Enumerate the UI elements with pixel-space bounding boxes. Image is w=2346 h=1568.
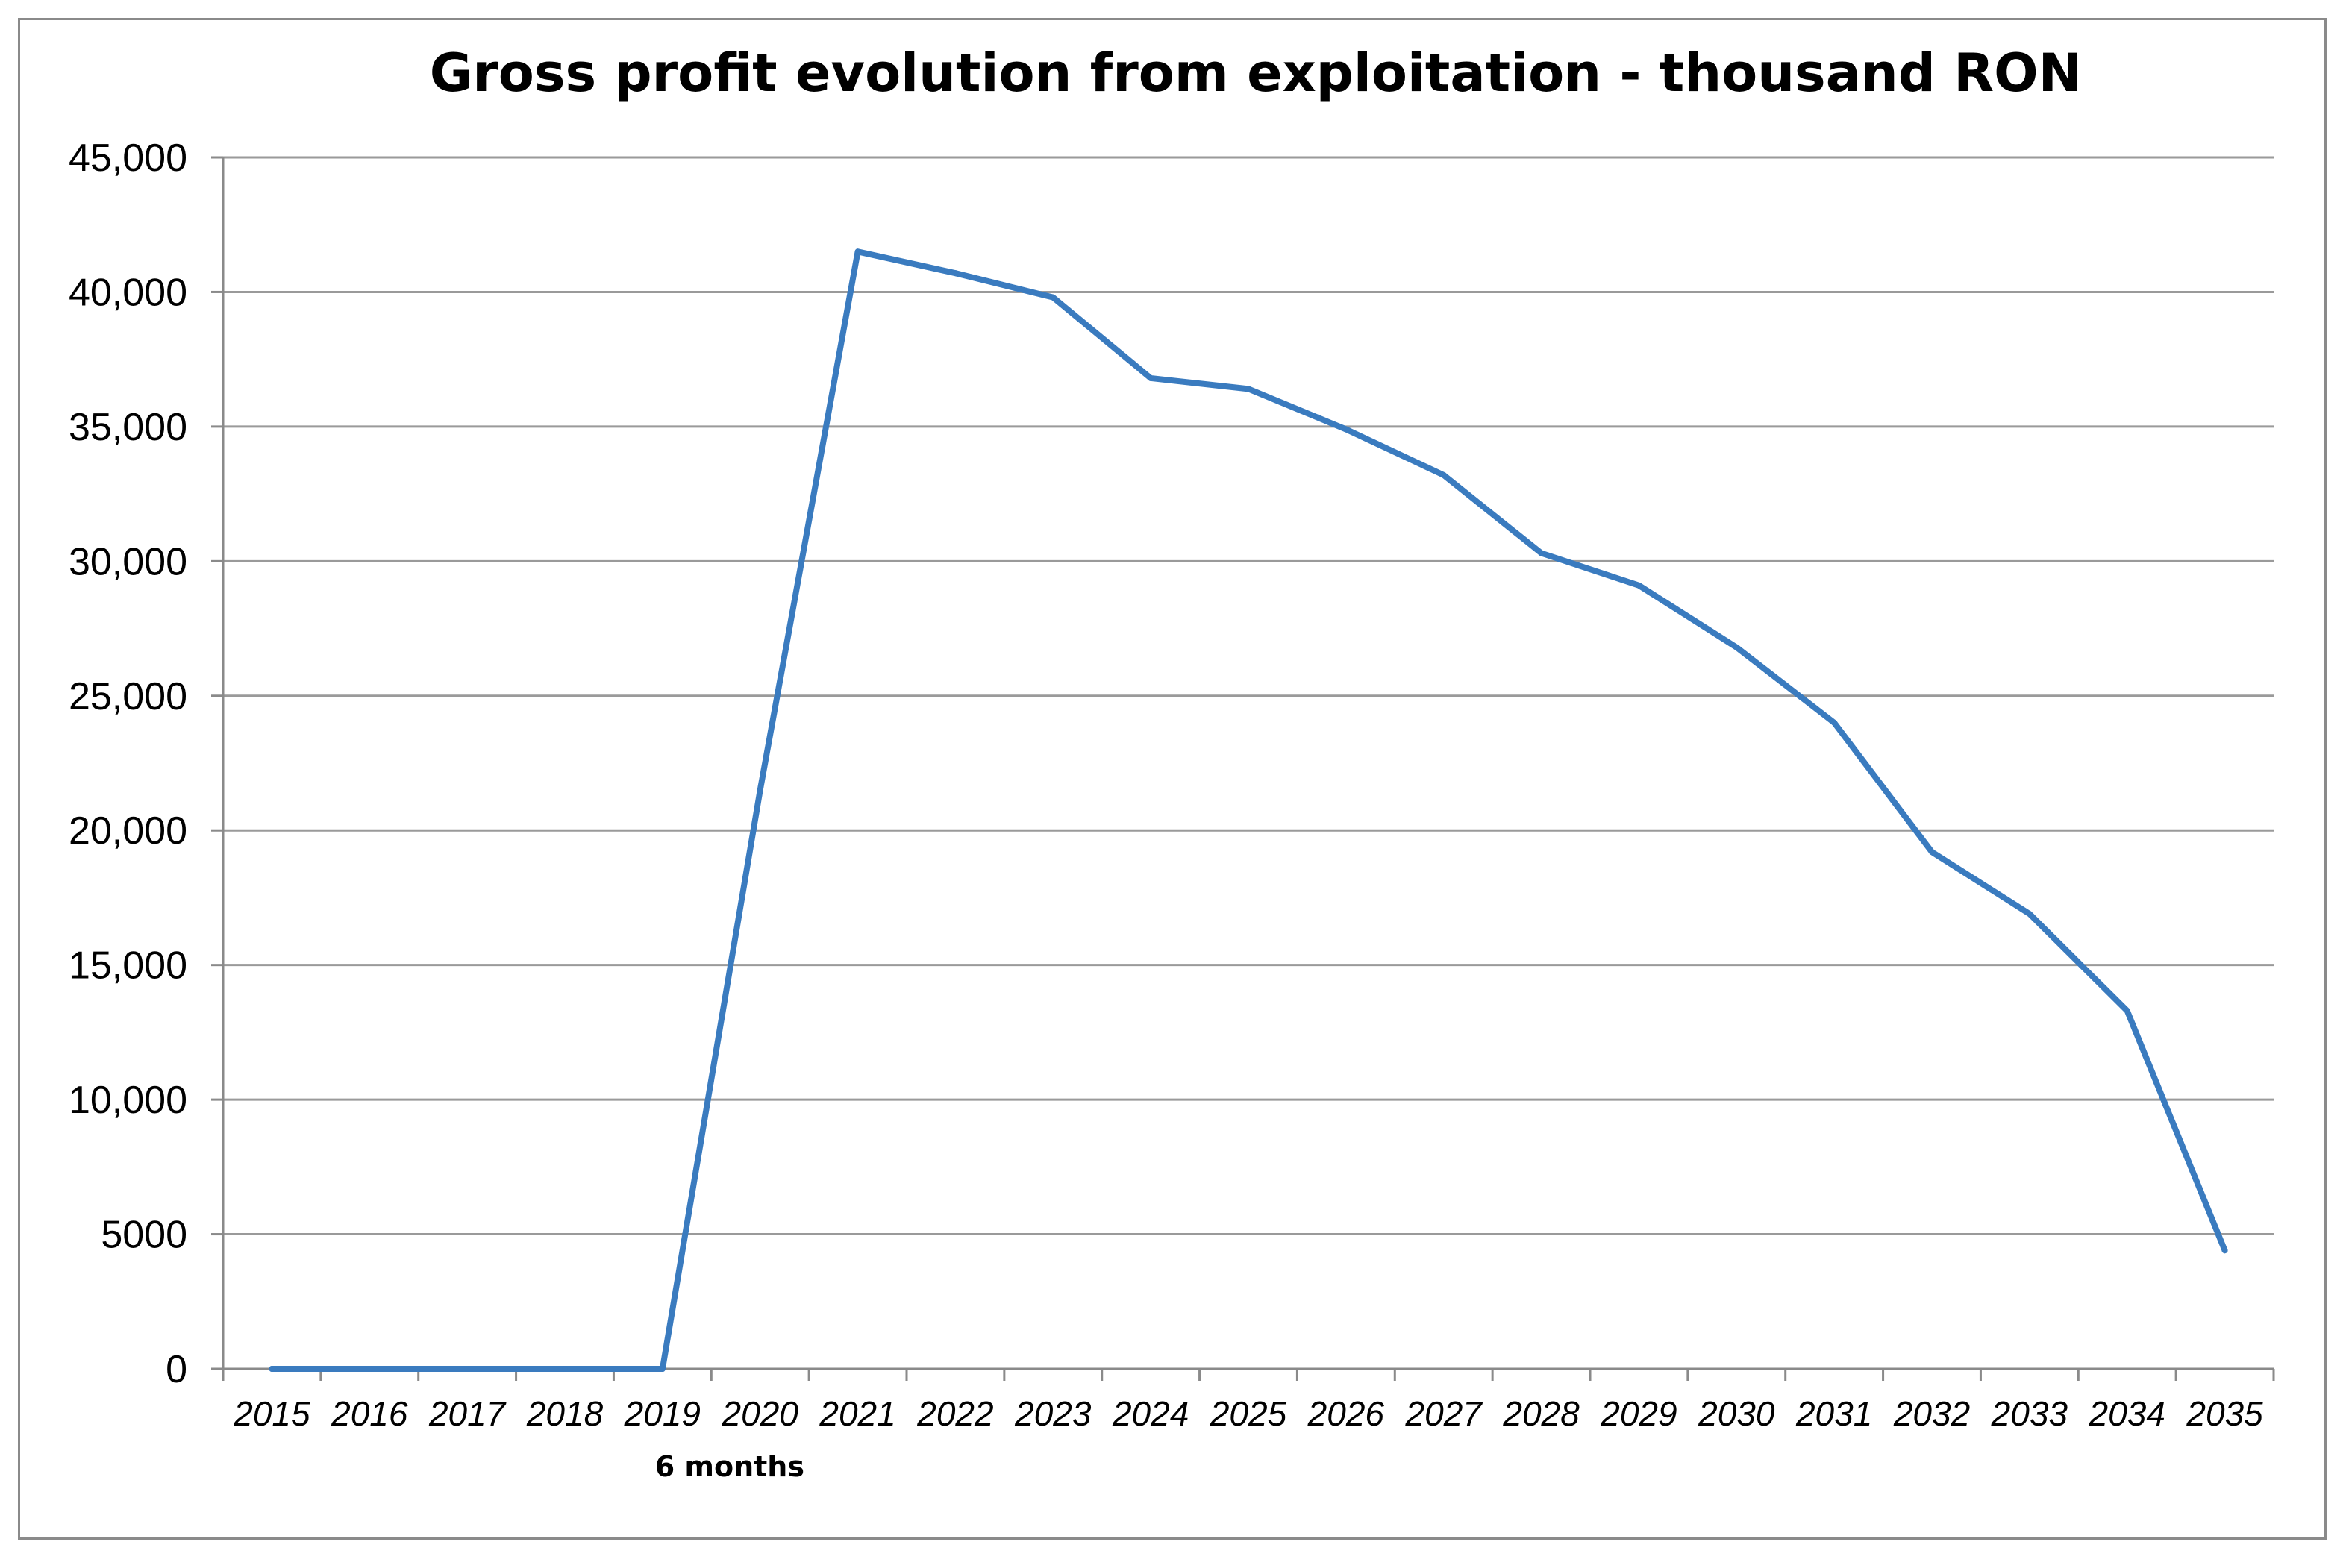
x-tick-label: 2026 <box>1307 1394 1385 1433</box>
data-point <box>1342 426 1349 433</box>
x-tick-label: 2031 <box>1795 1394 1872 1433</box>
data-point <box>2221 1247 2228 1254</box>
y-tick-label: 25,000 <box>69 675 187 718</box>
annotations: 6 months <box>655 1450 804 1483</box>
x-tick-label: 2019 <box>624 1394 701 1433</box>
x-tick-label: 2021 <box>819 1394 895 1433</box>
data-point <box>757 787 763 794</box>
data-point <box>2124 1008 2130 1015</box>
y-tick-label: 40,000 <box>69 271 187 314</box>
series-layer <box>269 248 2228 1372</box>
y-tick-label: 0 <box>166 1348 187 1391</box>
line-chart: Gross profit evolution from exploitation… <box>69 43 2275 1483</box>
gridlines <box>223 156 2274 1236</box>
data-point <box>1733 644 1740 650</box>
axes <box>211 156 2275 1381</box>
data-point <box>659 1366 666 1372</box>
y-tick-label: 15,000 <box>69 944 187 988</box>
x-tick-label: 2024 <box>1112 1394 1189 1433</box>
data-point <box>2026 911 2033 918</box>
x-tick-label: 2020 <box>722 1394 799 1433</box>
data-point <box>464 1366 471 1372</box>
data-point <box>1050 294 1057 301</box>
x-tick-label: 2016 <box>331 1394 408 1433</box>
y-tick-label: 45,000 <box>69 137 187 180</box>
x-tick-label: 2025 <box>1210 1394 1287 1433</box>
x-tick-label: 2035 <box>2186 1394 2263 1433</box>
x-tick-label: 2028 <box>1502 1394 1580 1433</box>
data-point <box>1636 582 1642 589</box>
x-tick-label: 2023 <box>1014 1394 1092 1433</box>
annotation-label: 6 months <box>655 1450 804 1483</box>
y-tick-label: 10,000 <box>69 1079 187 1122</box>
x-tick-label: 2029 <box>1600 1394 1677 1433</box>
y-axis-tick-labels: 0 5000 10,000 15,000 20,000 25,000 30,000 35,00… <box>69 137 187 1391</box>
data-point <box>1148 374 1154 381</box>
y-tick-label: 20,000 <box>69 809 187 853</box>
data-point <box>1440 471 1447 478</box>
data-point <box>269 1366 275 1372</box>
y-tick-label: 5000 <box>101 1214 187 1257</box>
y-tick-label: 30,000 <box>69 540 187 583</box>
x-tick-label: 2018 <box>526 1394 604 1433</box>
data-point <box>854 248 861 255</box>
x-tick-label: 2033 <box>1991 1394 2068 1433</box>
chart-title: Gross profit evolution from exploitation… <box>430 43 2082 104</box>
data-point <box>366 1366 373 1372</box>
x-tick-label: 2017 <box>428 1394 507 1433</box>
x-tick-label: 2032 <box>1893 1394 1970 1433</box>
y-tick-label: 35,000 <box>69 406 187 449</box>
x-tick-label: 2030 <box>1698 1394 1775 1433</box>
data-point <box>1245 386 1251 392</box>
x-tick-label: 2034 <box>2089 1394 2165 1433</box>
x-axis-tick-labels: 2015 2016 2017 2018 2019 2020 2021 2022 2023 2024… <box>233 1394 2263 1433</box>
x-tick-label: 2027 <box>1405 1394 1483 1433</box>
chart-frame: Gross profit evolution from exploitation… <box>18 18 2327 1540</box>
data-point <box>562 1366 568 1372</box>
series-line <box>269 248 2228 1372</box>
data-point <box>1831 719 1838 726</box>
x-tick-label: 2022 <box>916 1394 993 1433</box>
x-tick-label: 2015 <box>233 1394 310 1433</box>
data-point <box>1929 849 1935 856</box>
data-point <box>952 270 959 277</box>
data-point <box>1538 550 1545 556</box>
